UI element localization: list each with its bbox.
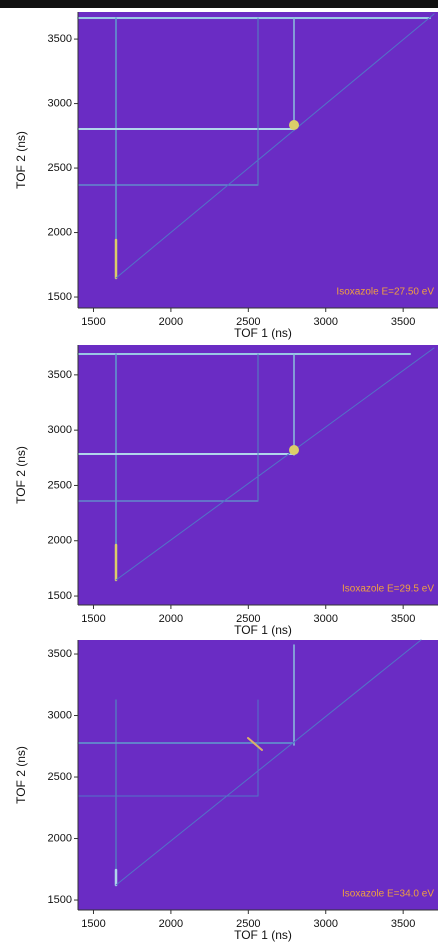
feature: [115, 13, 435, 279]
feature: [289, 120, 299, 130]
y-tick-label: 3000: [48, 97, 72, 109]
x-tick-label: 3000: [313, 613, 337, 625]
y-axis-label: TOF 2 (ns): [14, 446, 28, 504]
x-tick-label: 2000: [159, 316, 183, 328]
x-tick-label: 2000: [159, 613, 183, 625]
x-axis-label: TOF 1 (ns): [234, 623, 292, 637]
y-tick-label: 1500: [48, 291, 72, 303]
x-tick-label: 2500: [236, 918, 260, 930]
y-tick-label: 2500: [48, 162, 72, 174]
y-tick-label: 2000: [48, 226, 72, 238]
x-axis-label: TOF 1 (ns): [234, 326, 292, 340]
y-tick-label: 2500: [48, 771, 72, 783]
heatmap-features: [77, 13, 435, 887]
y-tick-label: 3500: [48, 648, 72, 660]
annotation: Isoxazole E=27.50 eV: [336, 287, 434, 298]
x-tick-label: 2000: [159, 918, 183, 930]
y-tick-label: 2500: [48, 479, 72, 491]
x-tick-label: 3500: [391, 316, 415, 328]
x-tick-label: 1500: [81, 316, 105, 328]
x-tick-label: 1500: [81, 918, 105, 930]
x-tick-label: 3500: [391, 918, 415, 930]
x-tick-label: 2500: [236, 316, 260, 328]
feature: [115, 639, 422, 886]
x-tick-label: 3500: [391, 613, 415, 625]
feature: [115, 347, 435, 581]
y-tick-label: 1500: [48, 894, 72, 906]
y-tick-label: 3000: [48, 424, 72, 436]
y-tick-label: 2000: [48, 832, 72, 844]
feature: [289, 445, 299, 455]
top-bar: [0, 0, 438, 8]
annotation: Isoxazole E=29.5 eV: [342, 584, 434, 595]
y-tick-label: 3500: [48, 33, 72, 45]
x-tick-label: 2500: [236, 613, 260, 625]
y-tick-label: 3000: [48, 709, 72, 721]
y-tick-label: 1500: [48, 590, 72, 602]
annotation: Isoxazole E=34.0 eV: [342, 889, 434, 900]
y-axis-label: TOF 2 (ns): [14, 746, 28, 804]
x-tick-label: 3000: [313, 316, 337, 328]
x-tick-label: 3000: [313, 918, 337, 930]
y-axis-label: TOF 2 (ns): [14, 131, 28, 189]
feature: [247, 737, 263, 751]
axes: 1500 2000 2500 3000 3500 1500 2000 2500 3000 3500…: [14, 12, 438, 942]
x-axis-label: TOF 1 (ns): [234, 928, 292, 942]
x-tick-label: 1500: [81, 613, 105, 625]
y-tick-label: 2000: [48, 535, 72, 547]
y-tick-label: 3500: [48, 369, 72, 381]
